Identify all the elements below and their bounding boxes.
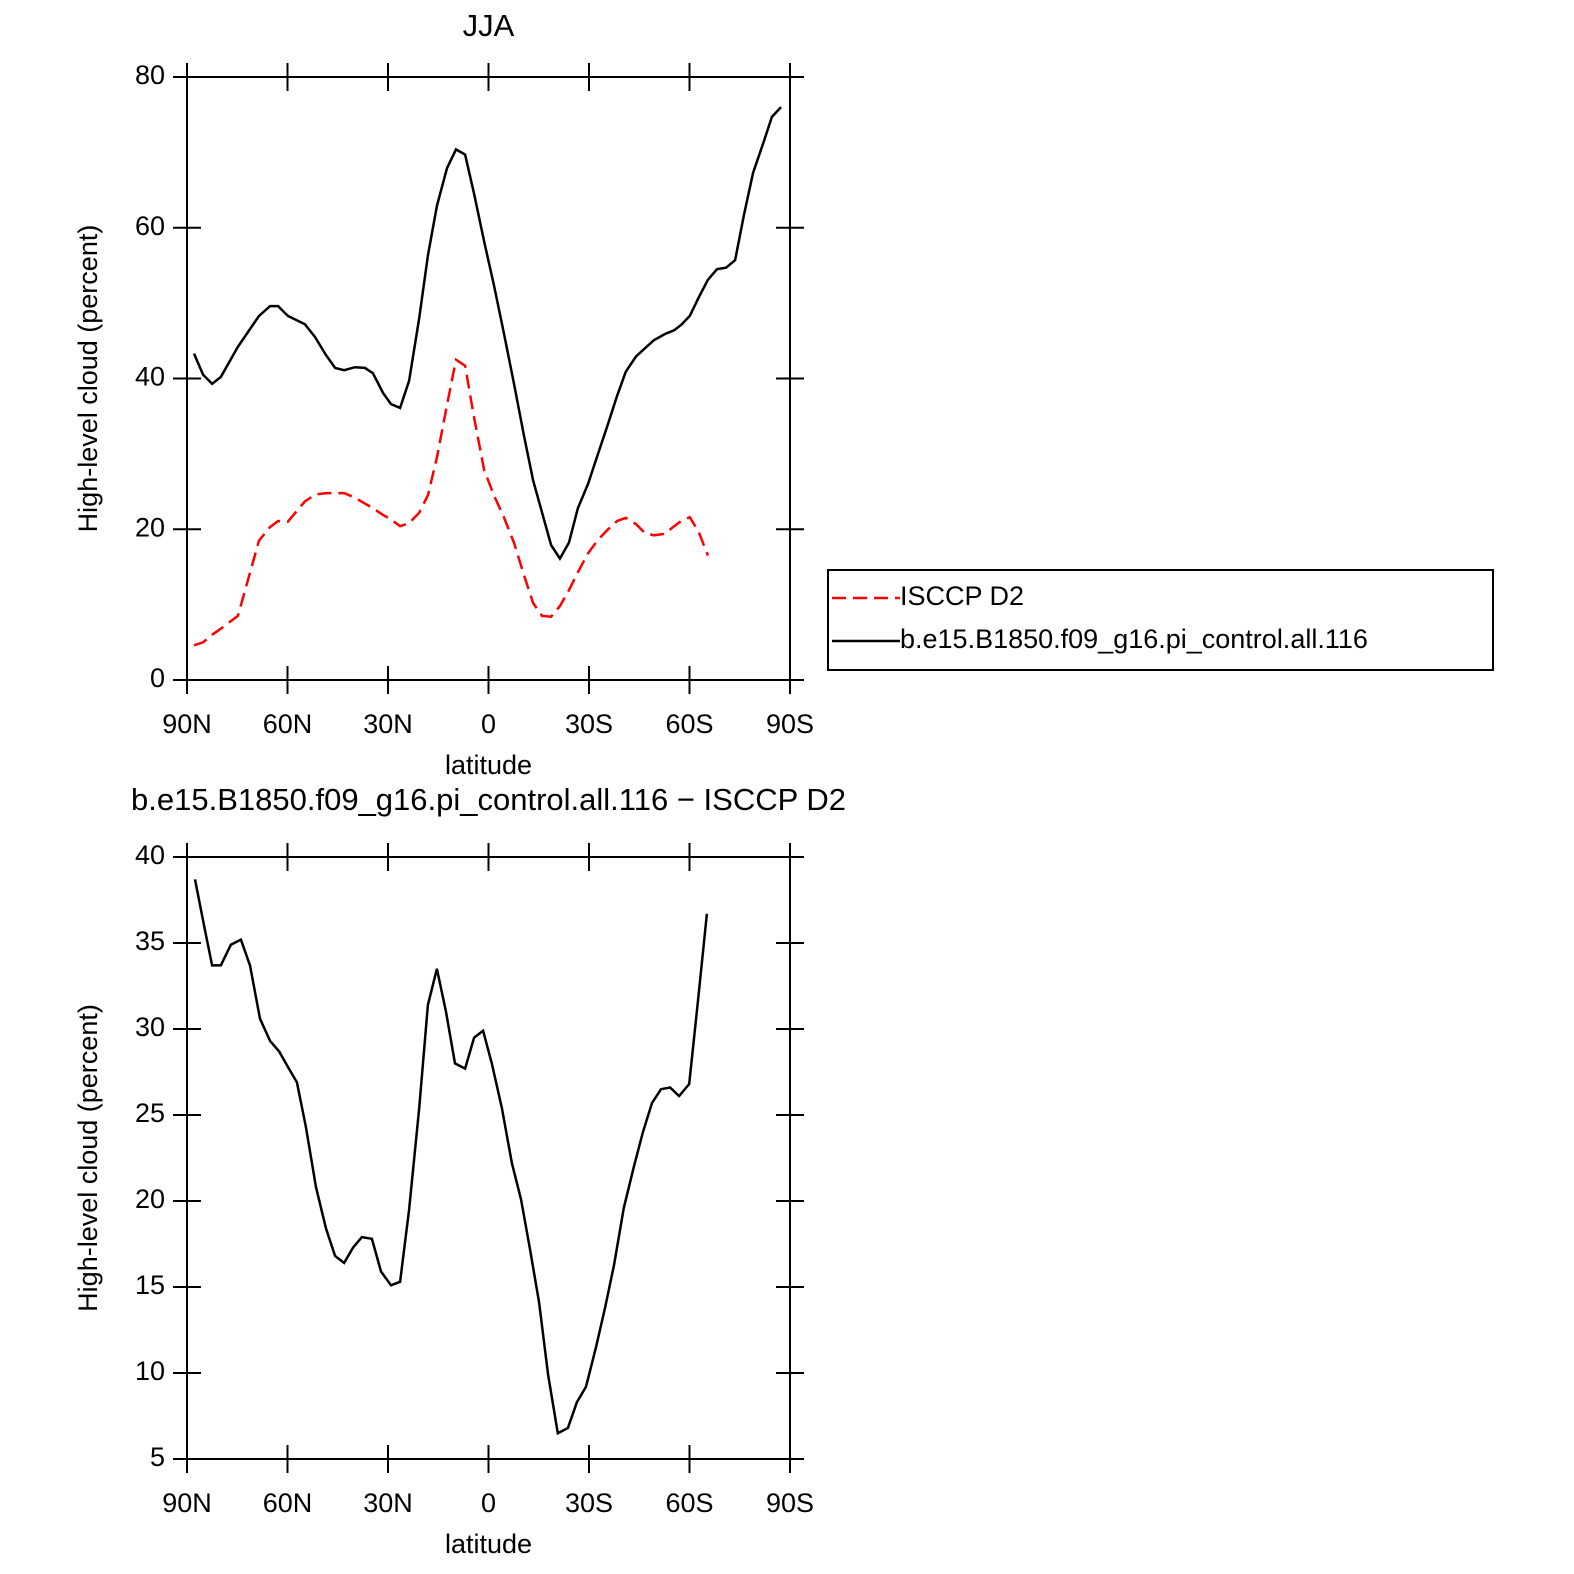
x-tick-label: 30N (363, 1488, 413, 1518)
y-tick-label: 20 (135, 1184, 165, 1214)
y-axis-label: High-level cloud (percent) (73, 225, 103, 533)
y-tick-label: 60 (135, 211, 165, 241)
x-axis-label: latitude (445, 750, 532, 780)
y-tick-label: 25 (135, 1098, 165, 1128)
data-line (193, 879, 709, 1436)
y-tick-label: 40 (135, 362, 165, 392)
legend-label: ISCCP D2 (900, 581, 1024, 611)
data-line (193, 357, 710, 647)
data-line (192, 106, 782, 561)
y-tick-label: 20 (135, 512, 165, 542)
x-tick-label: 30S (565, 709, 613, 739)
x-tick-label: 60N (263, 1488, 313, 1518)
x-tick-label: 90N (162, 709, 212, 739)
y-tick-label: 40 (135, 840, 165, 870)
x-tick-label: 0 (481, 1488, 496, 1518)
plot-frame (186, 76, 791, 681)
y-tick-label: 5 (150, 1442, 165, 1472)
x-axis-label: latitude (445, 1529, 532, 1559)
y-axis-label: High-level cloud (percent) (73, 1004, 103, 1312)
y-tick-label: 15 (135, 1270, 165, 1300)
y-tick-label: 10 (135, 1356, 165, 1386)
panel: b.e15.B1850.f09_g16.pi_control.all.116 −… (73, 782, 846, 1559)
legend-label: b.e15.B1850.f09_g16.pi_control.all.116 (900, 624, 1368, 654)
x-tick-label: 60S (665, 1488, 713, 1518)
chart-title: JJA (463, 8, 515, 43)
x-tick-label: 90S (766, 709, 814, 739)
x-tick-label: 90N (162, 1488, 212, 1518)
plot-frame (186, 856, 791, 1460)
y-tick-label: 80 (135, 60, 165, 90)
legend: ISCCP D2 b.e15.B1850.f09_g16.pi_control.a… (827, 569, 1494, 671)
x-tick-label: 60S (665, 709, 713, 739)
chart-title: b.e15.B1850.f09_g16.pi_control.all.116 −… (131, 782, 846, 817)
x-tick-label: 30S (565, 1488, 613, 1518)
x-tick-label: 60N (263, 709, 313, 739)
x-tick-label: 90S (766, 1488, 814, 1518)
x-tick-label: 30N (363, 709, 413, 739)
x-tick-label: 0 (481, 709, 496, 739)
y-tick-label: 30 (135, 1012, 165, 1042)
y-tick-label: 0 (150, 663, 165, 693)
y-tick-label: 35 (135, 926, 165, 956)
panel: JJA 0 20 40 60 80 90N 60N 30N 0 30S 60S 90S latitude H… (73, 8, 1494, 780)
legend-box (827, 569, 1494, 671)
